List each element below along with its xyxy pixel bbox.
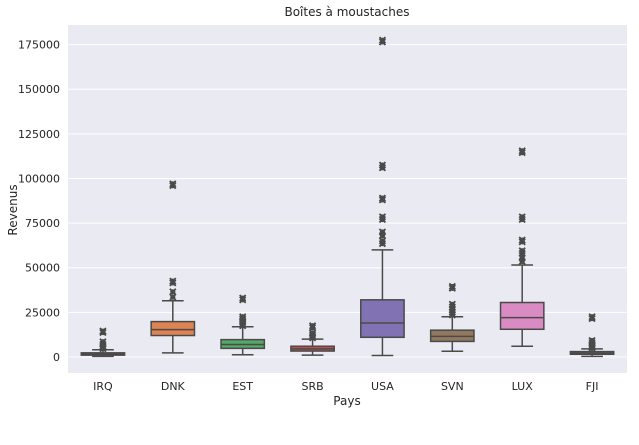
grid-lines	[68, 44, 627, 358]
box-srb	[290, 322, 335, 356]
y-tick-label: 25000	[25, 306, 60, 319]
box-iqr	[150, 320, 196, 337]
y-tick-label: 75000	[25, 217, 60, 230]
box-usa	[360, 36, 405, 357]
box-series	[80, 36, 615, 358]
x-tick-label-dnk: DNK	[161, 380, 186, 393]
outlier-point	[170, 294, 176, 300]
outlier-point	[379, 229, 386, 235]
y-tick-label: 100000	[18, 172, 60, 185]
outlier-point	[100, 328, 106, 334]
y-axis-title: Revenus	[6, 184, 20, 235]
outlier-point	[519, 214, 525, 220]
box-dnk	[150, 180, 196, 354]
x-tick-label-irq: IRQ	[93, 380, 113, 393]
outlier-point	[170, 278, 176, 284]
outlier-point	[379, 37, 386, 43]
outlier-point	[519, 148, 525, 154]
box-est	[220, 294, 266, 356]
y-tick-label: 0	[53, 351, 60, 364]
outlier-point	[449, 301, 455, 307]
outlier-point	[309, 323, 316, 329]
outlier-point	[379, 195, 386, 201]
outlier-point	[309, 330, 316, 336]
x-tick-label-fji: FJI	[586, 380, 599, 393]
x-tick-label-srb: SRB	[301, 380, 323, 393]
outlier-point	[379, 162, 386, 168]
box-lux	[499, 147, 545, 347]
outlier-point	[589, 337, 595, 344]
outlier-point	[519, 255, 525, 261]
outlier-point	[170, 289, 176, 295]
outlier-point	[589, 314, 595, 320]
outlier-point	[100, 339, 106, 345]
x-tick-labels: IRQ DNK EST SRB USA SVN LUX FJI	[93, 380, 598, 393]
x-tick-label-usa: USA	[371, 380, 394, 393]
outlier-point	[519, 248, 525, 254]
x-tick-label-svn: SVN	[441, 380, 464, 393]
y-tick-label: 175000	[18, 39, 60, 52]
box-irq	[80, 327, 126, 358]
y-tick-labels: 0 25000 50000 75000 100000 125000 150000 175000	[18, 39, 60, 364]
outlier-point	[379, 238, 386, 244]
box-iqr	[360, 299, 405, 339]
box-iqr	[499, 301, 545, 331]
x-tick-label-lux: LUX	[512, 380, 534, 393]
x-tick-label-est: EST	[232, 380, 253, 393]
x-axis-title: Pays	[333, 394, 360, 408]
outlier-point	[379, 214, 386, 220]
y-tick-label: 150000	[18, 83, 60, 96]
box-fji	[569, 313, 615, 358]
outlier-point	[449, 283, 455, 290]
outlier-point	[170, 181, 176, 187]
y-tick-label: 125000	[18, 128, 60, 141]
chart-title: Boîtes à moustaches	[284, 5, 409, 19]
box-svn	[429, 282, 475, 352]
y-tick-label: 50000	[25, 262, 60, 275]
outlier-point	[519, 237, 525, 243]
outlier-point	[240, 295, 246, 301]
outlier-point	[240, 314, 246, 320]
